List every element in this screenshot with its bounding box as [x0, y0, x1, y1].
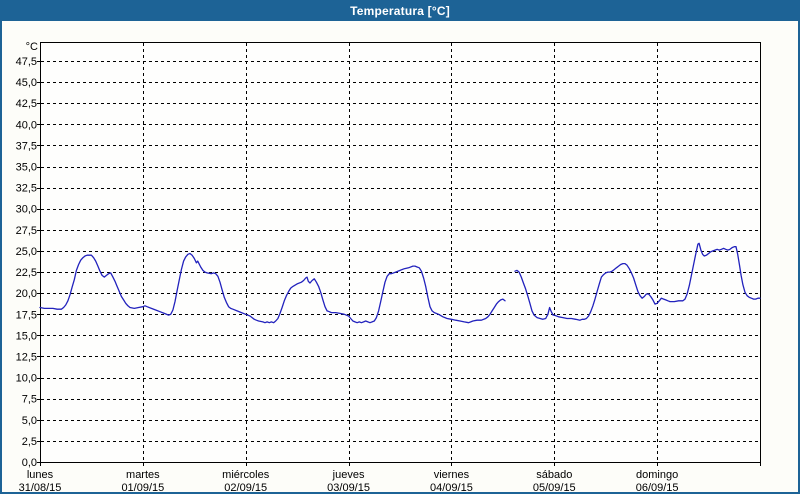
- axis-labels: °C 0,0 2,5 5,0 7,5 10,0 12,5 15,0 17,5 20,0 22,5 25…: [16, 41, 679, 494]
- y-tick-label: 22,5: [16, 267, 37, 279]
- y-tick-label: 32,5: [16, 183, 37, 195]
- y-tick-label: 2,5: [22, 436, 37, 448]
- window-title: Temperatura [°C]: [350, 3, 450, 18]
- plot-area[interactable]: [40, 42, 760, 462]
- gridlines: [41, 43, 759, 461]
- y-tick-label: 12,5: [16, 351, 37, 363]
- y-tick-label: 5,0: [22, 415, 37, 427]
- day-date-label: 04/09/15: [430, 482, 473, 494]
- day-date-label: 03/09/15: [327, 482, 370, 494]
- day-name-label: martes: [126, 469, 160, 481]
- y-tick-label: 45,0: [16, 77, 37, 89]
- y-tick-label: 0,0: [22, 457, 37, 469]
- y-tick-label: 37,5: [16, 140, 37, 152]
- y-tick-label: 27,5: [16, 225, 37, 237]
- day-name-label: lunes: [27, 469, 54, 481]
- y-tick-label: 17,5: [16, 309, 37, 321]
- temperature-line-segment: [39, 252, 506, 324]
- y-tick-label: 30,0: [16, 204, 37, 216]
- axes: [37, 42, 761, 466]
- window-titlebar[interactable]: Temperatura [°C]: [0, 0, 800, 21]
- y-tick-label: 40,0: [16, 119, 37, 131]
- day-name-label: viernes: [434, 469, 470, 481]
- y-tick-label: 35,0: [16, 162, 37, 174]
- day-name-label: jueves: [332, 469, 365, 481]
- y-tick-label: 15,0: [16, 330, 37, 342]
- series-temperatura: [39, 242, 761, 324]
- plot-border: [40, 42, 761, 463]
- y-tick-label: 42,5: [16, 98, 37, 110]
- day-date-label: 31/08/15: [19, 482, 62, 494]
- temperature-line-segment: [514, 242, 761, 321]
- y-tick-label: 20,0: [16, 288, 37, 300]
- y-axis-unit-label: °C: [26, 41, 38, 53]
- day-name-label: domingo: [636, 469, 678, 481]
- y-tick-label: 10,0: [16, 373, 37, 385]
- day-date-label: 02/09/15: [224, 482, 267, 494]
- day-date-label: 01/09/15: [121, 482, 164, 494]
- day-name-label: sábado: [536, 469, 572, 481]
- y-tick-label: 25,0: [16, 246, 37, 258]
- y-tick-label: 7,5: [22, 394, 37, 406]
- day-name-label: miércoles: [222, 469, 270, 481]
- day-date-label: 05/09/15: [533, 482, 576, 494]
- y-tick-label: 47,5: [16, 56, 37, 68]
- day-date-label: 06/09/15: [636, 482, 679, 494]
